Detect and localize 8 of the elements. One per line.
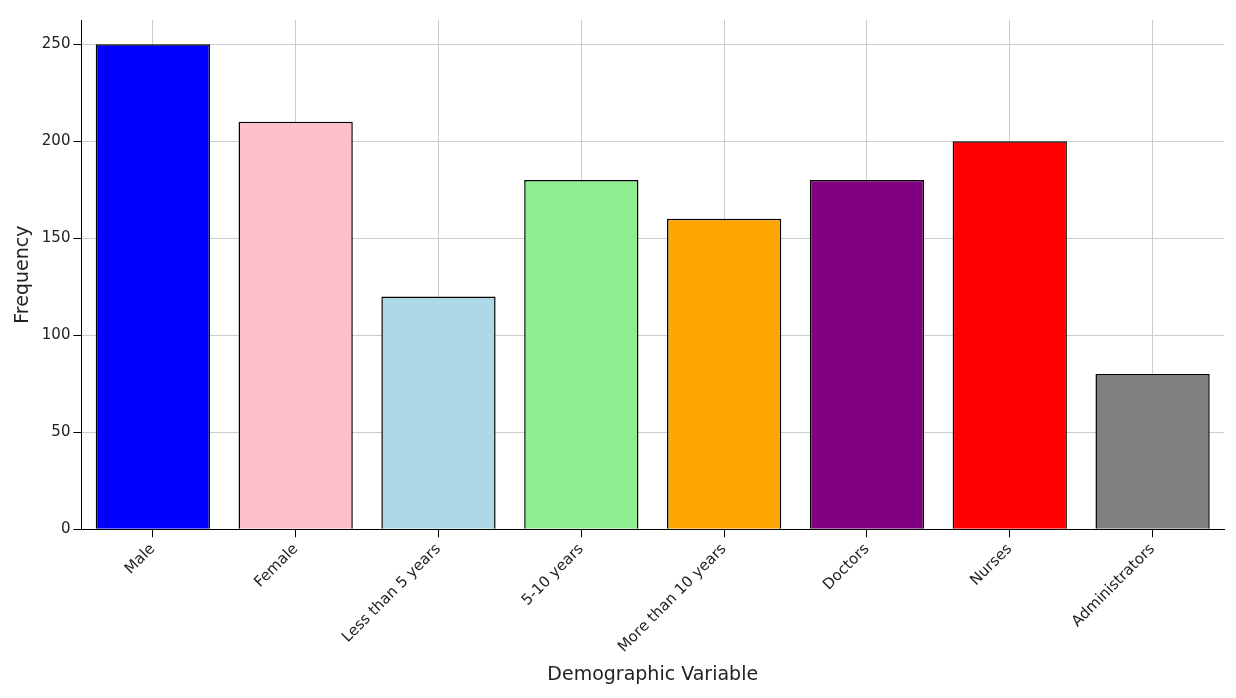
y-tick-label: 50 [51, 422, 71, 441]
y-tick-label: 250 [41, 34, 71, 53]
y-axis-title: Frequency [10, 225, 33, 324]
y-tick-label: 150 [41, 228, 71, 247]
y-tick-label: 100 [41, 325, 71, 344]
y-tick-label: 200 [41, 131, 71, 150]
y-tick-label: 0 [60, 519, 71, 538]
x-axis-title: Demographic Variable [547, 661, 759, 684]
